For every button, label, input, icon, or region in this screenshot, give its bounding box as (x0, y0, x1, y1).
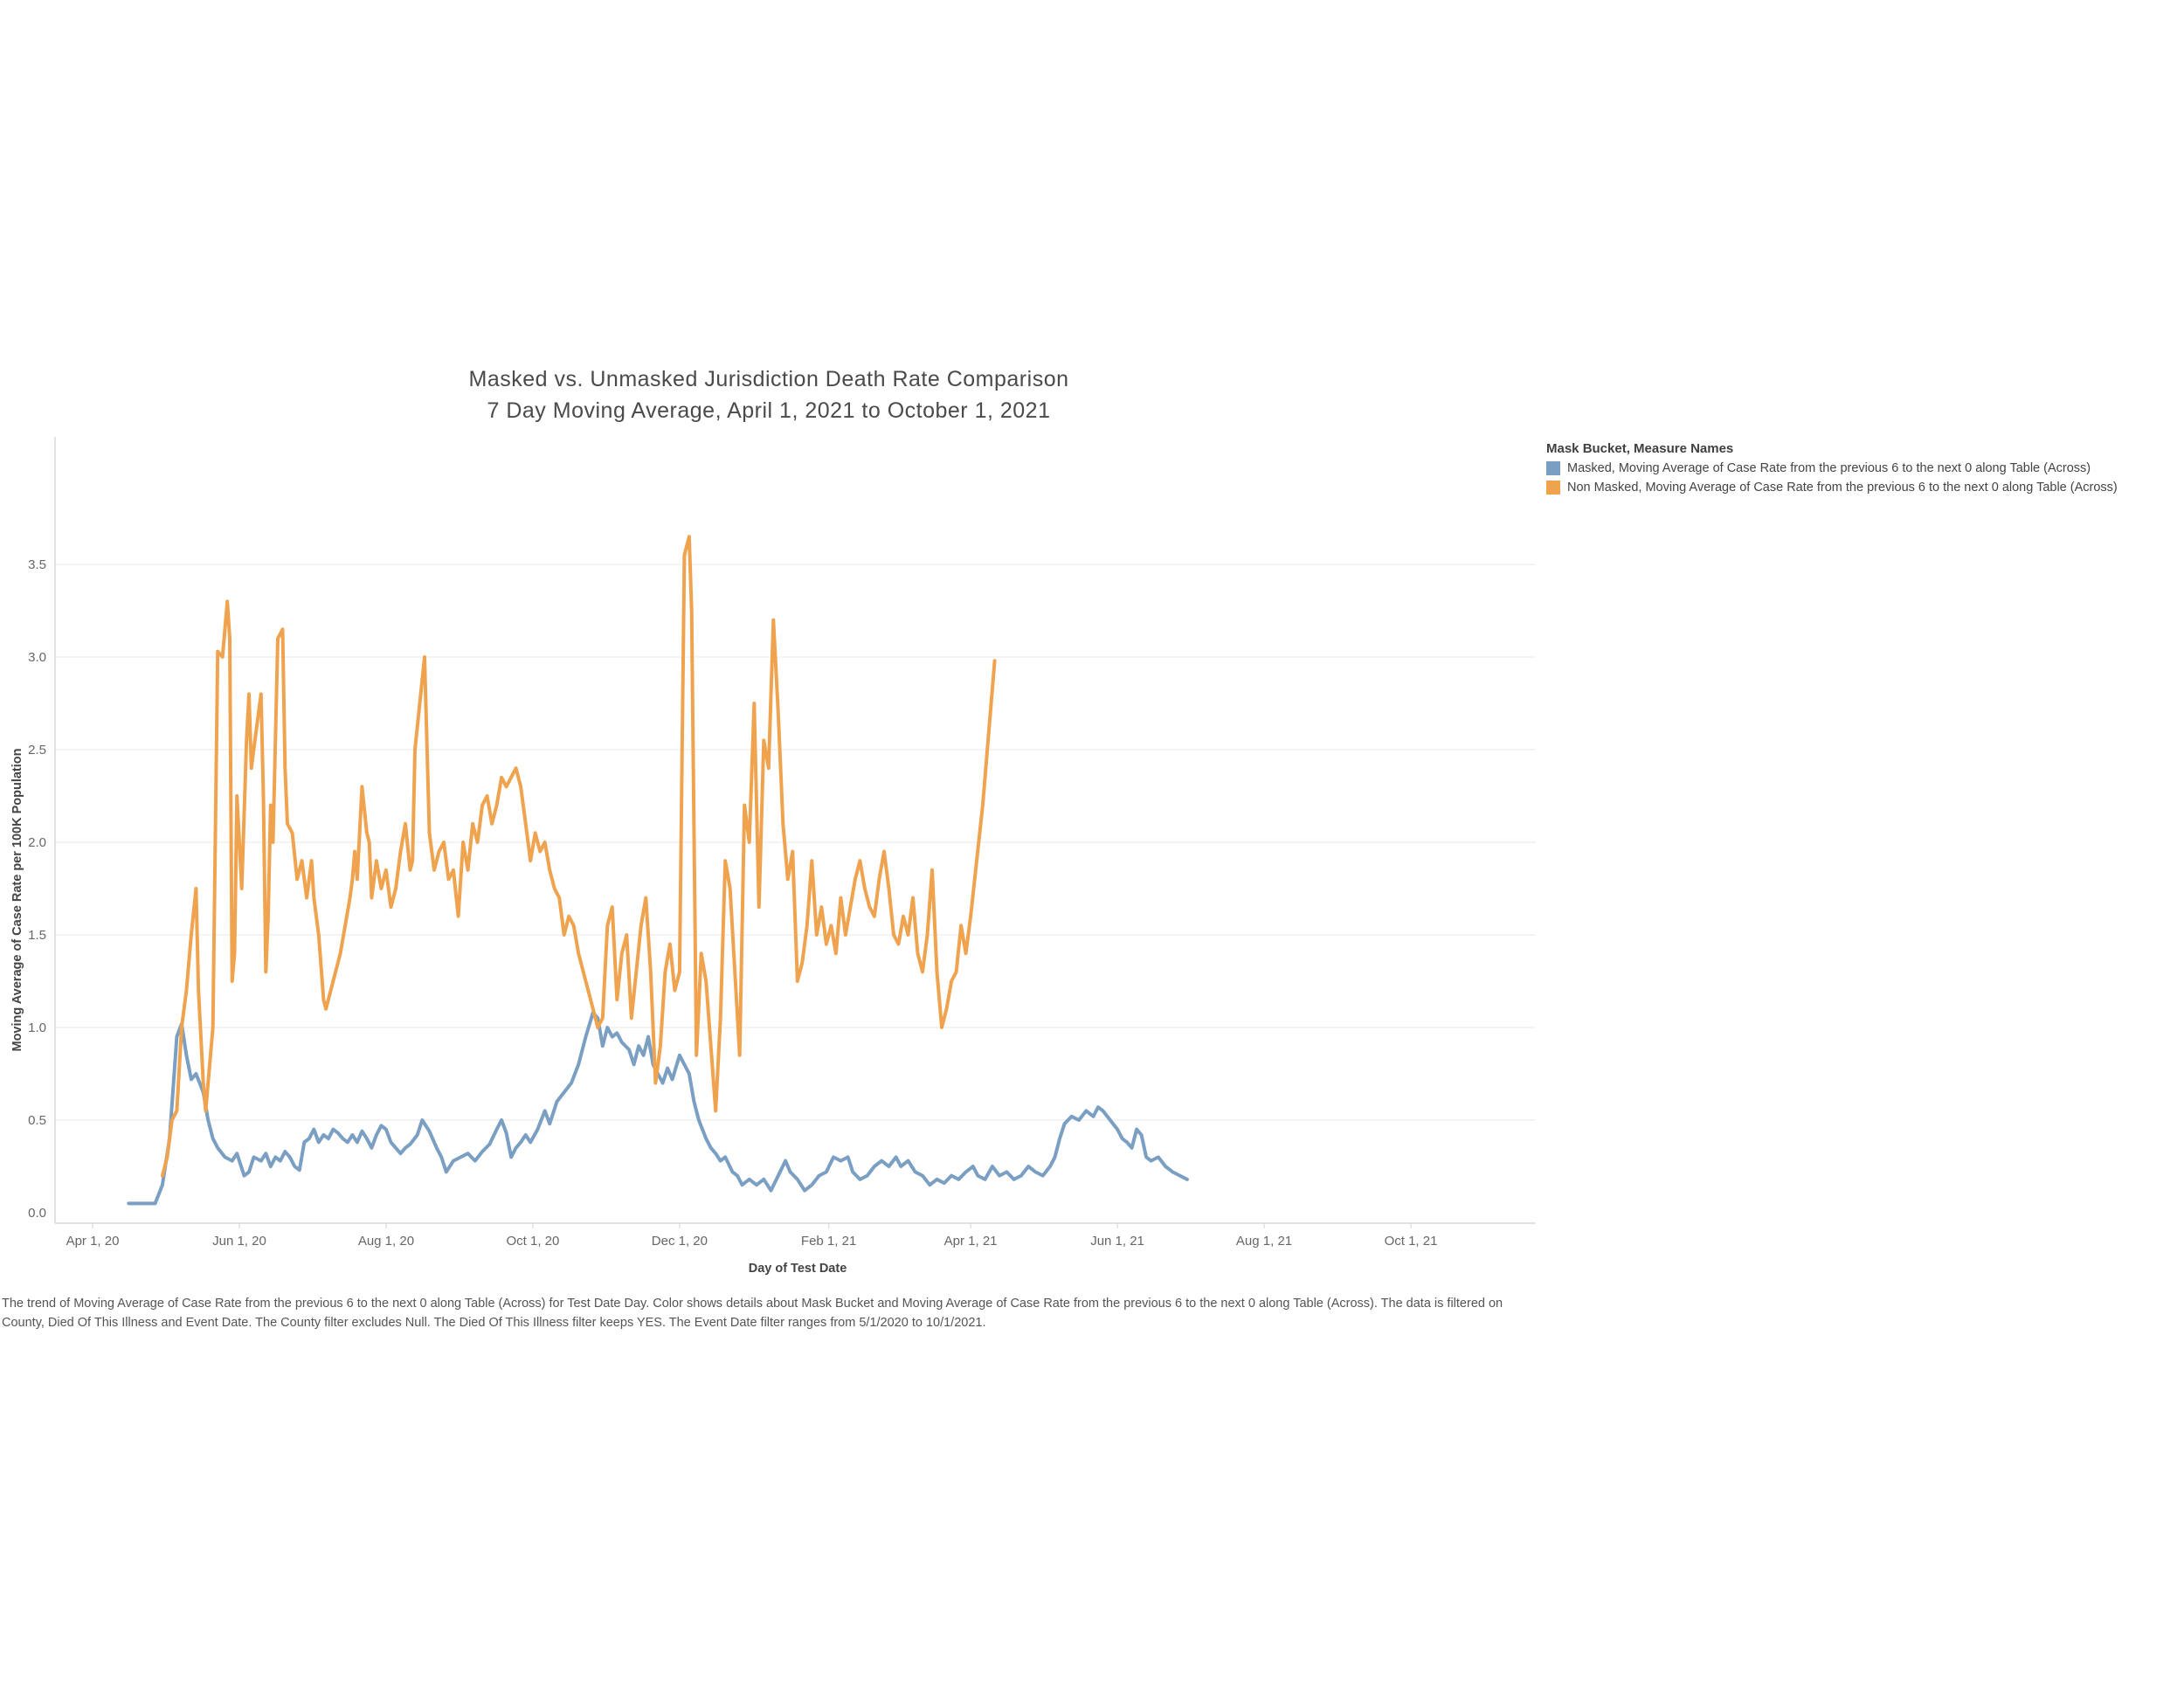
y-tick-label: 3.5 (28, 557, 46, 572)
chart-title: Masked vs. Unmasked Jurisdiction Death R… (468, 367, 1069, 391)
x-tick-label: Aug 1, 20 (358, 1234, 414, 1249)
x-tick-label: Aug 1, 21 (1236, 1234, 1292, 1249)
y-tick-label: 1.5 (28, 928, 46, 943)
y-tick-label: 0.0 (28, 1206, 46, 1221)
legend-item-masked[interactable]: Masked, Moving Average of Case Rate from… (1546, 461, 2118, 475)
x-tick-label: Jun 1, 21 (1090, 1234, 1144, 1249)
series-lines (127, 535, 1189, 1206)
legend-swatch-non-masked (1546, 481, 1560, 495)
legend-label-non-masked: Non Masked, Moving Average of Case Rate … (1567, 481, 2118, 495)
x-tick-label: Oct 1, 20 (506, 1234, 559, 1249)
legend-item-non-masked[interactable]: Non Masked, Moving Average of Case Rate … (1546, 481, 2118, 495)
x-tick-label: Apr 1, 21 (944, 1234, 998, 1249)
y-tick-label: 2.5 (28, 743, 46, 758)
x-tick-label: Apr 1, 20 (66, 1234, 120, 1249)
legend-swatch-masked (1546, 461, 1560, 475)
x-tick-label: Jun 1, 20 (212, 1234, 266, 1249)
legend: Mask Bucket, Measure Names Masked, Movin… (1546, 441, 2118, 500)
y-axis-title: Moving Average of Case Rate per 100K Pop… (10, 748, 24, 1051)
x-tick-label: Dec 1, 20 (652, 1234, 708, 1249)
y-tick-label: 3.0 (28, 650, 46, 665)
chart-subtitle: 7 Day Moving Average, April 1, 2021 to O… (487, 398, 1051, 423)
y-tick-label: 1.0 (28, 1020, 46, 1035)
y-tick-label: 2.0 (28, 835, 46, 850)
x-axis-title: Day of Test Date (749, 1262, 847, 1276)
legend-title: Mask Bucket, Measure Names (1546, 441, 1734, 456)
legend-label-masked: Masked, Moving Average of Case Rate from… (1567, 461, 2091, 475)
series-line-masked[interactable] (127, 1011, 1189, 1206)
series-line-non-masked[interactable] (160, 535, 997, 1178)
y-tick-label: 0.5 (28, 1113, 46, 1128)
chart-caption: The trend of Moving Average of Case Rate… (2, 1297, 1503, 1330)
x-tick-label: Feb 1, 21 (801, 1234, 856, 1249)
x-tick-label: Oct 1, 21 (1385, 1234, 1438, 1249)
axes: 0.0 0.5 1.0 1.5 2.0 2.5 3.0 3.5 Apr 1, 20 Jun 1, … (28, 437, 1536, 1249)
